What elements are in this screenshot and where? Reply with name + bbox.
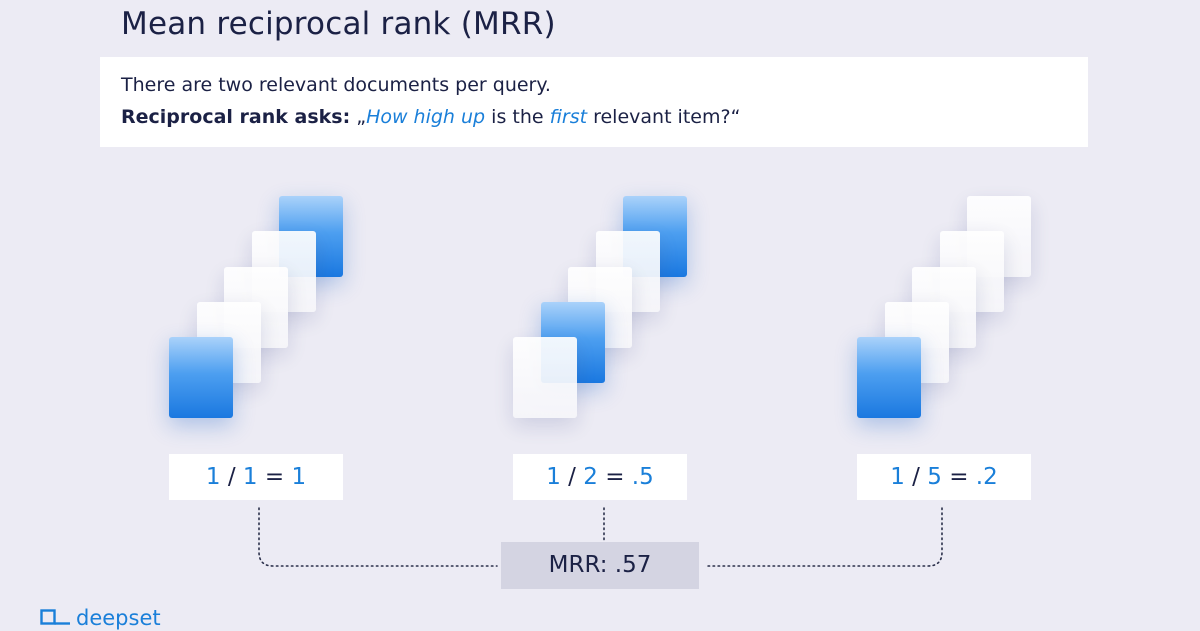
result-3-rank: 5	[927, 464, 942, 490]
deepset-logo-icon	[40, 609, 70, 625]
intro-highlight-first: first	[549, 106, 588, 128]
intro-bold-label: Reciprocal rank asks:	[121, 106, 351, 128]
intro-line-1: There are two relevant documents per que…	[121, 74, 551, 96]
result-box-2: 1 / 2 = .5	[513, 454, 687, 500]
result-1-slash: /	[220, 464, 243, 490]
intro-open-quote: „	[350, 106, 367, 128]
intro-end-text: relevant item?“	[587, 106, 741, 128]
logo-wordmark: deepset	[76, 606, 161, 630]
result-3-value: .2	[975, 464, 998, 490]
result-2-numerator: 1	[546, 464, 561, 490]
mrr-result-box: MRR: .57	[501, 542, 699, 589]
result-2-rank: 2	[583, 464, 598, 490]
document-card-stack2-rank1	[513, 337, 577, 418]
result-1-numerator: 1	[205, 464, 221, 490]
result-box-1: 1 / 1 = 1	[169, 454, 343, 500]
page-title: Mean reciprocal rank (MRR)	[121, 6, 556, 42]
result-2-slash: /	[560, 464, 584, 490]
intro-highlight-how-high: How high up	[366, 106, 486, 128]
result-2-value: .5	[631, 464, 654, 490]
result-3-equals: =	[941, 464, 976, 490]
intro-box: There are two relevant documents per que…	[100, 57, 1088, 147]
result-1-value: 1	[291, 464, 307, 490]
result-2-equals: =	[597, 464, 632, 490]
relevant-document-card-stack3-rank1	[857, 337, 921, 418]
intro-mid-text: is the	[485, 106, 550, 128]
result-1-equals: =	[257, 464, 292, 490]
result-3-numerator: 1	[890, 464, 905, 490]
connector-left	[258, 507, 498, 567]
result-3-slash: /	[904, 464, 928, 490]
intro-line-2: Reciprocal rank asks: „How high up is th…	[121, 106, 740, 128]
connector-right	[704, 507, 943, 567]
relevant-document-card-stack1-rank1	[169, 337, 233, 418]
result-box-3: 1 / 5 = .2	[857, 454, 1031, 500]
result-1-rank: 1	[242, 464, 258, 490]
